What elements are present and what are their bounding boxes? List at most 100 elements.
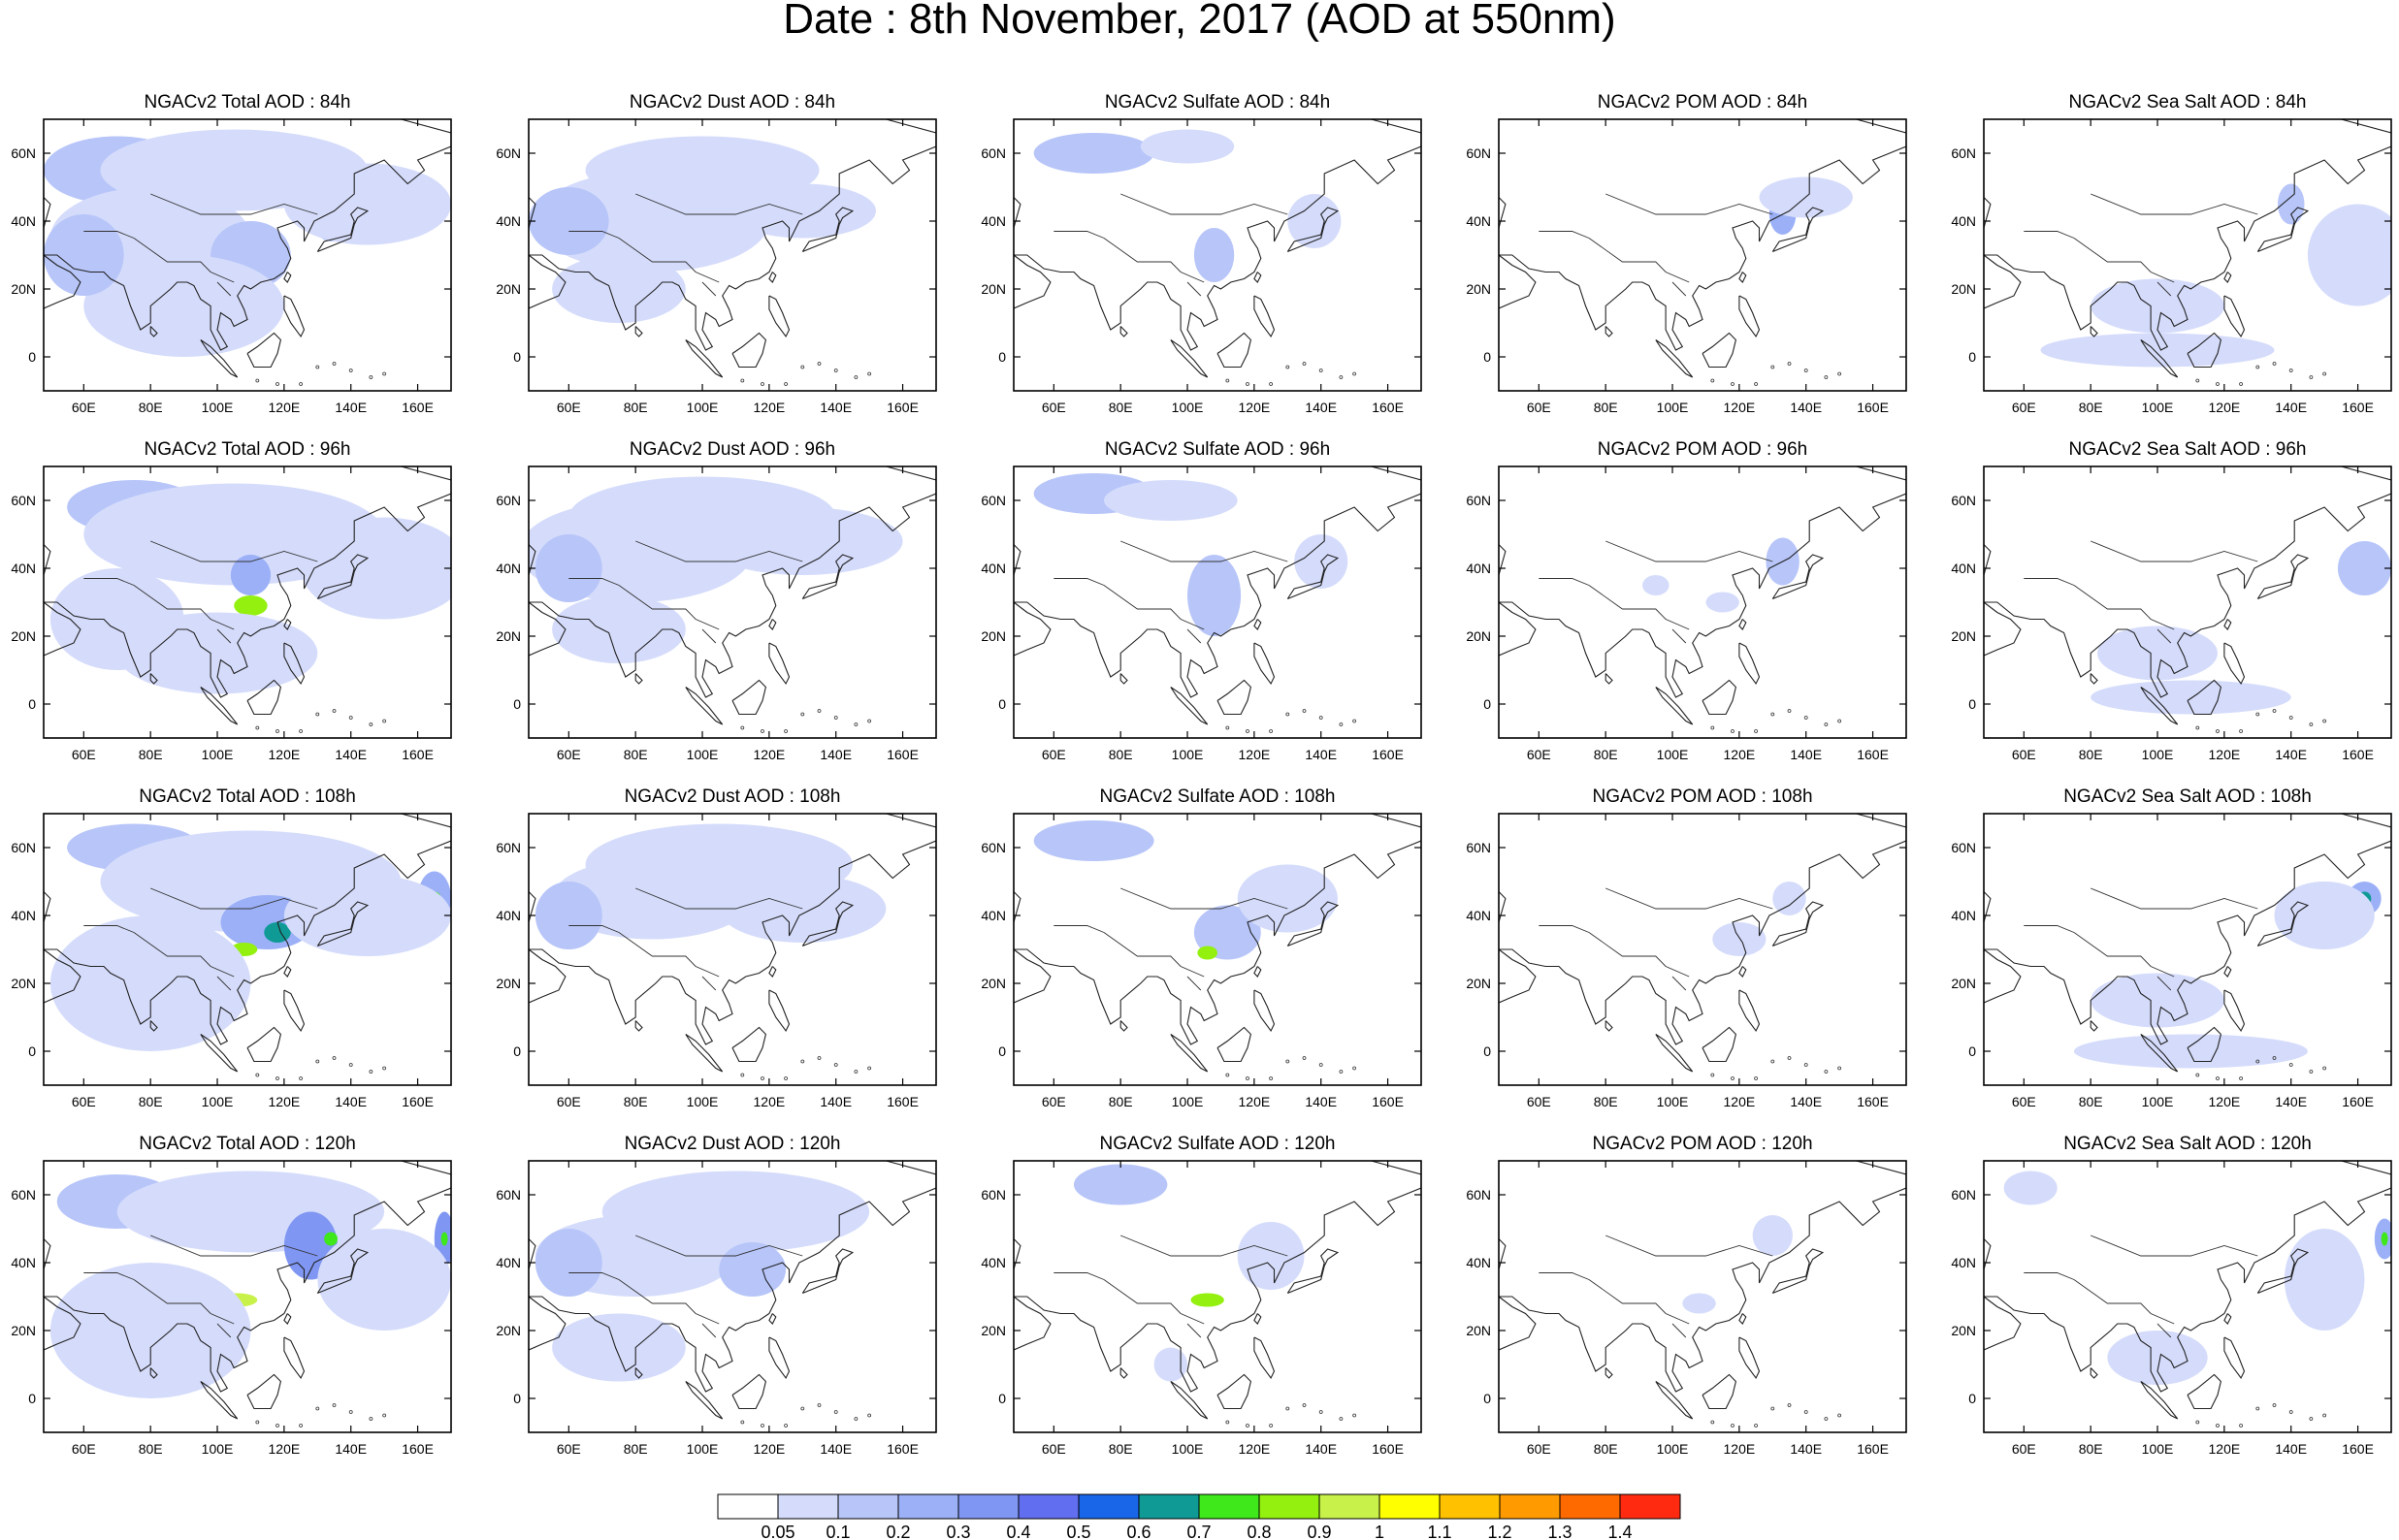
aod-field bbox=[535, 1171, 870, 1382]
coastline bbox=[1499, 466, 1906, 733]
aod-blob bbox=[2284, 1229, 2365, 1331]
aod-blob bbox=[283, 875, 451, 956]
lon-tick-label: 160E bbox=[1372, 400, 1404, 415]
lon-tick-label: 140E bbox=[1305, 1094, 1337, 1109]
lon-tick-label: 140E bbox=[820, 1441, 852, 1457]
lon-tick-label: 120E bbox=[269, 1441, 301, 1457]
lat-tick-label: 0 bbox=[513, 696, 521, 712]
map-frame bbox=[1013, 1160, 1422, 1433]
aod-field bbox=[529, 136, 877, 323]
lat-tick-label: 20N bbox=[981, 976, 1006, 991]
lon-tick-label: 80E bbox=[139, 400, 163, 415]
aod-blob bbox=[601, 1171, 870, 1253]
lat-tick-label: 20N bbox=[1951, 976, 1976, 991]
lat-tick-label: 40N bbox=[1951, 908, 1976, 923]
lat-tick-label: 40N bbox=[1466, 1255, 1491, 1270]
colorbar-label: 0.3 bbox=[946, 1523, 970, 1540]
aod-blob bbox=[1197, 946, 1217, 960]
aod-blob bbox=[1193, 905, 1261, 960]
lat-tick-label: 20N bbox=[496, 1323, 521, 1338]
lon-tick-label: 80E bbox=[624, 747, 648, 762]
lon-tick-label: 140E bbox=[820, 747, 852, 762]
lon-tick-label: 140E bbox=[1305, 400, 1337, 415]
aod-blob bbox=[1187, 555, 1242, 636]
lon-tick-label: 120E bbox=[754, 1441, 786, 1457]
map-frame bbox=[1983, 465, 2392, 739]
lat-tick-label: 40N bbox=[1951, 213, 1976, 229]
lon-tick-label: 120E bbox=[754, 400, 786, 415]
lon-tick-label: 60E bbox=[1527, 747, 1551, 762]
lat-tick-label: 60N bbox=[11, 145, 36, 161]
colorbar-swatch bbox=[837, 1493, 899, 1520]
colorbar-label: 0.4 bbox=[1006, 1523, 1030, 1540]
lat-tick-label: 20N bbox=[11, 976, 36, 991]
lon-tick-label: 100E bbox=[202, 1441, 234, 1457]
lon-tick-label: 140E bbox=[1305, 1441, 1337, 1457]
lat-tick-label: 60N bbox=[11, 1187, 36, 1203]
lon-tick-label: 60E bbox=[557, 1094, 581, 1109]
lat-tick-label: 20N bbox=[1951, 1323, 1976, 1338]
map-panel-dust-84h: NGACv2 Dust AOD : 84h 60E 80E 100E 120E 140E 1… bbox=[496, 92, 937, 415]
map-panel-dust-96h: NGACv2 Dust AOD : 96h 60E 80E 100E 120E 140E 1… bbox=[496, 439, 937, 762]
lat-tick-label: 40N bbox=[496, 1255, 521, 1270]
lon-tick-label: 60E bbox=[1042, 747, 1066, 762]
lon-tick-label: 140E bbox=[820, 400, 852, 415]
colorbar-label: 1.3 bbox=[1547, 1523, 1572, 1540]
lat-tick-label: 20N bbox=[1951, 281, 1976, 297]
aod-blob bbox=[2091, 973, 2224, 1028]
lon-tick-label: 60E bbox=[557, 1441, 581, 1457]
lon-tick-label: 120E bbox=[2209, 1094, 2241, 1109]
coastline bbox=[1984, 466, 2391, 733]
lon-tick-label: 80E bbox=[2079, 747, 2103, 762]
lon-tick-label: 80E bbox=[139, 747, 163, 762]
panel-title: NGACv2 POM AOD : 120h bbox=[1592, 1134, 1812, 1154]
aod-field bbox=[1682, 1215, 1793, 1314]
lat-tick-label: 20N bbox=[11, 281, 36, 297]
lon-tick-label: 160E bbox=[1372, 747, 1404, 762]
lat-tick-label: 40N bbox=[1951, 1255, 1976, 1270]
map-panel-sea-salt-120h: NGACv2 Sea Salt AOD : 120h 60E 80E 100E 120E… bbox=[1951, 1134, 2392, 1457]
lon-tick-label: 60E bbox=[1042, 1441, 1066, 1457]
map-frame bbox=[1498, 1160, 1907, 1433]
aod-blob bbox=[702, 507, 903, 575]
coastline bbox=[1014, 466, 1421, 733]
panel-title: NGACv2 Total AOD : 84h bbox=[145, 92, 351, 112]
coastline bbox=[1984, 119, 2391, 386]
figure-title: Date : 8th November, 2017 (AOD at 550nm) bbox=[783, 0, 1616, 43]
colorbar-label: 1.1 bbox=[1427, 1523, 1451, 1540]
lat-tick-label: 0 bbox=[998, 1043, 1006, 1059]
lon-tick-label: 80E bbox=[624, 1441, 648, 1457]
aod-field bbox=[49, 823, 451, 1051]
lon-tick-label: 120E bbox=[1239, 400, 1271, 415]
lon-tick-label: 100E bbox=[687, 747, 719, 762]
aod-blob bbox=[1103, 480, 1238, 521]
colorbar-swatch bbox=[897, 1493, 959, 1520]
lon-tick-label: 100E bbox=[1172, 400, 1204, 415]
map-frame bbox=[528, 118, 937, 392]
panel-title: NGACv2 Sulfate AOD : 96h bbox=[1105, 439, 1330, 460]
coastline bbox=[1984, 1161, 2391, 1428]
lat-tick-label: 20N bbox=[1466, 1323, 1491, 1338]
lat-tick-label: 0 bbox=[1483, 349, 1491, 365]
coastline bbox=[1499, 814, 1906, 1080]
aod-blob bbox=[535, 882, 602, 949]
panel-title: NGACv2 POM AOD : 96h bbox=[1598, 439, 1807, 460]
lon-tick-label: 120E bbox=[1724, 400, 1756, 415]
lon-tick-label: 140E bbox=[335, 400, 367, 415]
colorbar-swatch bbox=[1619, 1493, 1681, 1520]
lon-tick-label: 80E bbox=[139, 1094, 163, 1109]
lon-tick-label: 100E bbox=[687, 400, 719, 415]
aod-blob bbox=[1033, 820, 1154, 861]
aod-blob bbox=[1642, 575, 1670, 595]
coastline bbox=[1499, 119, 1906, 386]
aod-field bbox=[2073, 882, 2382, 1069]
map-panel-sea-salt-84h: NGACv2 Sea Salt AOD : 84h 60E 80E 100E 120E 1… bbox=[1951, 92, 2392, 415]
lon-tick-label: 80E bbox=[2079, 1094, 2103, 1109]
aod-field bbox=[2091, 541, 2391, 715]
map-panel-sulfate-120h: NGACv2 Sulfate AOD : 120h 60E 80E 100E 120E 1… bbox=[981, 1134, 1422, 1457]
coastline bbox=[44, 466, 451, 733]
aod-blob bbox=[283, 163, 451, 245]
map-frame bbox=[528, 813, 937, 1086]
aod-field bbox=[49, 1171, 451, 1398]
map-panel-pom-120h: NGACv2 POM AOD : 120h 60E 80E 100E 120E 140E 1… bbox=[1466, 1134, 1907, 1457]
